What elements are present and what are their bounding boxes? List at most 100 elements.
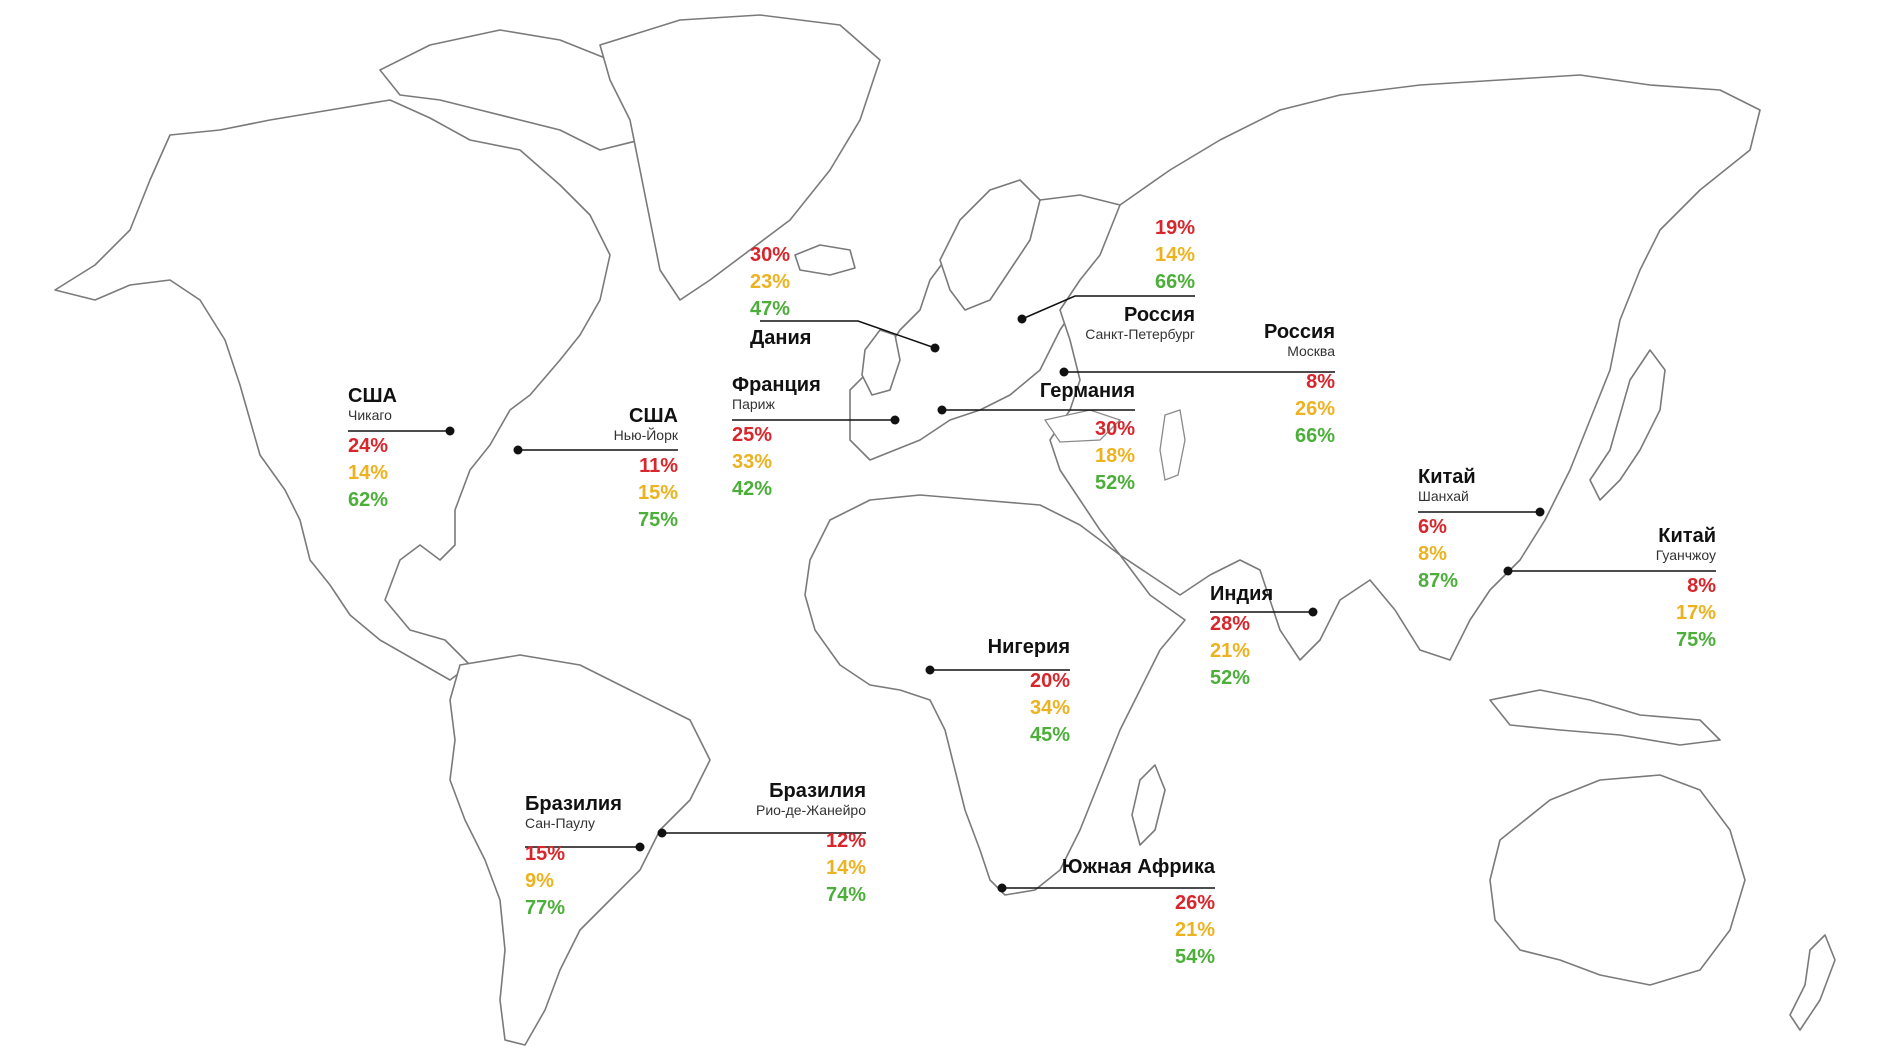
value-yellow: 14%: [825, 857, 866, 879]
value-red: 28%: [1210, 613, 1251, 635]
value-red: 20%: [1029, 670, 1070, 692]
value-red: 11%: [639, 455, 678, 477]
marker-rio: [657, 828, 667, 838]
value-yellow: 15%: [637, 482, 678, 504]
country-label: США: [348, 385, 397, 407]
country-label: США: [629, 405, 678, 427]
british-isles: [861, 329, 901, 396]
country-label: Китай: [1658, 525, 1716, 547]
city-label: Париж: [732, 396, 775, 412]
marker-new-york: [513, 445, 523, 455]
marker-denmark: [930, 343, 940, 353]
japan-islands: [1589, 349, 1666, 501]
marker-shanghai: [1535, 507, 1545, 517]
country-label: Россия: [1263, 321, 1335, 343]
value-red: 26%: [1174, 892, 1215, 914]
city-label: Чикаго: [348, 407, 392, 423]
country-label: Россия: [1123, 304, 1195, 326]
greenland-landmass: [599, 14, 881, 301]
marker-india: [1308, 607, 1318, 617]
country-label: Индия: [1210, 583, 1274, 605]
value-yellow: 21%: [1174, 919, 1215, 941]
value-green: 45%: [1029, 724, 1070, 746]
value-red: 24%: [348, 435, 389, 457]
city-label: Санкт-Петербург: [1085, 326, 1195, 342]
country-label: Бразилия: [525, 793, 622, 815]
value-green: 62%: [348, 489, 389, 511]
country-label: Франция: [732, 374, 821, 396]
marker-paris: [890, 415, 900, 425]
value-red: 15%: [525, 843, 566, 865]
callout-paris: Франция Париж 25% 33% 42%: [732, 374, 972, 503]
australia-landmass: [1489, 774, 1746, 986]
value-yellow: 9%: [525, 870, 554, 892]
callout-germany: Германия 30% 18% 52%: [895, 380, 1135, 497]
city-label: Москва: [1287, 343, 1335, 359]
callout-rio: Бразилия Рио-де-Жанейро 12% 14% 74%: [626, 780, 866, 909]
marker-st-petersburg: [1017, 314, 1027, 324]
value-red: 8%: [1306, 371, 1335, 393]
leader-lines: [348, 295, 1716, 893]
value-green: 66%: [1154, 271, 1195, 293]
black-sea: [1043, 409, 1122, 443]
callout-denmark: 30% 23% 47% Дания: [750, 242, 990, 349]
value-green: 75%: [1675, 629, 1716, 651]
value-yellow: 14%: [348, 462, 389, 484]
value-yellow: 21%: [1210, 640, 1251, 662]
value-green: 74%: [825, 884, 866, 906]
city-label: Шанхай: [1418, 488, 1469, 504]
callout-south-africa: Южная Африка 26% 21% 54%: [975, 856, 1215, 971]
callout-st-petersburg: 19% 14% 66% Россия Санкт-Петербург: [955, 215, 1195, 342]
marker-guangzhou: [1503, 566, 1513, 576]
leader-line-denmark: [760, 320, 936, 349]
scandinavia-landmass: [939, 179, 1041, 311]
madagascar: [1131, 764, 1166, 846]
land-masses: [54, 14, 1836, 1046]
callout-nigeria: Нигерия 20% 34% 45%: [830, 636, 1070, 749]
callout-sao-paulo: Бразилия Сан-Паулу 15% 9% 77%: [525, 793, 765, 922]
new-zealand: [1789, 934, 1836, 1031]
value-yellow: 8%: [1418, 543, 1447, 565]
value-yellow: 26%: [1294, 398, 1335, 420]
asia-landmass: [1049, 74, 1761, 661]
value-red: 12%: [825, 830, 866, 852]
north-america-landmass: [54, 99, 611, 681]
country-label: Нигерия: [987, 636, 1070, 658]
marker-chicago: [445, 426, 455, 436]
value-yellow: 34%: [1029, 697, 1070, 719]
callout-shanghai: Китай Шанхай 6% 8% 87%: [1418, 466, 1658, 595]
marker-sao-paulo: [635, 842, 645, 852]
callout-chicago: США Чикаго 24% 14% 62%: [348, 385, 588, 514]
value-green: 42%: [732, 478, 773, 500]
leader-line-st-petersburg: [1021, 295, 1195, 320]
country-label: Дания: [750, 327, 812, 349]
country-label: Германия: [1039, 380, 1135, 402]
southeast-asia-islands: [1489, 689, 1721, 746]
value-green: 52%: [1210, 667, 1251, 689]
callout-india: Индия 28% 21% 52%: [1210, 583, 1450, 692]
value-yellow: 17%: [1675, 602, 1716, 624]
marker-germany: [937, 405, 947, 415]
country-label: Южная Африка: [1061, 856, 1215, 878]
country-label: Бразилия: [769, 780, 866, 802]
value-yellow: 33%: [732, 451, 773, 473]
south-america-landmass: [449, 654, 711, 1046]
arctic-islands-north-america: [379, 29, 651, 151]
city-label: Гуанчжоу: [1655, 547, 1716, 563]
value-red: 8%: [1687, 575, 1716, 597]
city-label: Сан-Паулу: [525, 815, 595, 831]
marker-south-africa: [997, 883, 1007, 893]
value-yellow: 18%: [1094, 445, 1135, 467]
callout-guangzhou: Китай Гуанчжоу 8% 17% 75%: [1476, 525, 1716, 654]
marker-nigeria: [925, 665, 935, 675]
value-yellow: 23%: [750, 271, 791, 293]
value-red: 30%: [750, 244, 791, 266]
value-red: 30%: [1094, 418, 1135, 440]
value-red: 19%: [1154, 217, 1195, 239]
value-red: 25%: [732, 424, 773, 446]
value-green: 47%: [750, 298, 791, 320]
value-green: 52%: [1094, 472, 1135, 494]
city-label: Рио-де-Жанейро: [755, 802, 866, 818]
value-green: 54%: [1174, 946, 1215, 968]
